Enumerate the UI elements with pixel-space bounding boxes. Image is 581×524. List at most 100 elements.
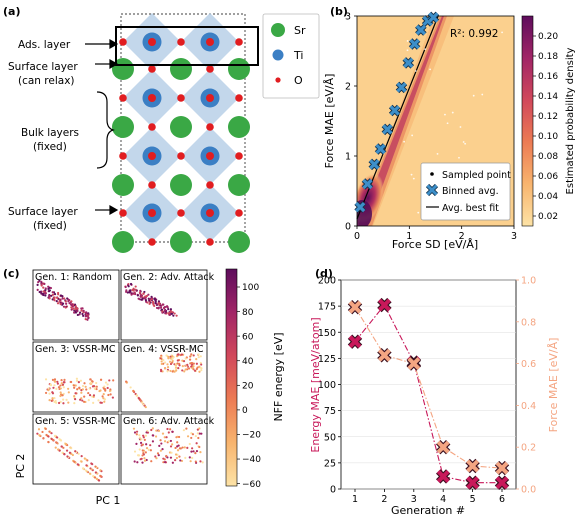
sr-atom <box>170 174 192 196</box>
pca-point <box>48 290 51 293</box>
pca-point <box>180 353 184 356</box>
pca-point <box>45 433 48 437</box>
pca-point <box>92 394 96 397</box>
pca-point <box>157 429 161 432</box>
pca-point <box>200 369 203 372</box>
pca-point <box>74 311 78 314</box>
sr-atom <box>170 116 192 138</box>
y-tick-label-right: 0.4 <box>521 401 536 412</box>
panel-a: (a) Ads. layer Surface layer (can relax)… <box>3 5 320 253</box>
sampled-point <box>414 70 417 72</box>
pca-point <box>48 392 51 395</box>
pca-point <box>136 294 139 297</box>
pca-point <box>184 456 187 459</box>
pca-point <box>59 394 62 398</box>
pca-point <box>44 378 48 381</box>
o-atom <box>148 65 156 73</box>
o-atom <box>206 209 214 217</box>
pca-point <box>73 401 76 405</box>
pca-point <box>95 477 98 480</box>
pca-point <box>69 380 72 384</box>
x-tick-label: 4 <box>440 494 446 505</box>
pca-point <box>161 448 164 451</box>
pca-point <box>179 459 182 462</box>
sr-atom <box>112 116 134 138</box>
ti-legend-marker <box>272 49 284 61</box>
pca-point <box>183 446 186 449</box>
pca-point <box>74 450 77 453</box>
pca-point <box>143 457 146 460</box>
plot-d-ylabel-right: Force MAE [eV/Å] <box>547 338 560 433</box>
pca-xlabel: PC 1 <box>96 494 121 507</box>
pca-point <box>161 310 164 313</box>
pca-point <box>200 432 203 435</box>
pca-point <box>155 306 159 310</box>
x-tick-label: 1 <box>406 231 412 242</box>
pca-point <box>127 285 130 288</box>
pca-point <box>74 392 77 395</box>
pca-point <box>36 288 39 291</box>
pca-point <box>140 457 143 460</box>
pca-point <box>83 395 86 398</box>
pca-point <box>102 397 105 400</box>
pca-point <box>176 441 179 444</box>
pca-point <box>174 365 178 368</box>
panel-c-label: (c) <box>3 267 20 280</box>
density-colorbar-label: Estimated probability density <box>565 47 576 194</box>
pca-point <box>61 297 64 300</box>
colorbar-tick-label: 0.10 <box>538 132 558 142</box>
pca-point <box>111 396 114 399</box>
pca-point <box>161 303 164 306</box>
y-tick-label: 3 <box>345 12 351 23</box>
pca-point <box>99 401 102 404</box>
pca-point <box>177 435 181 439</box>
pca-point <box>65 449 69 452</box>
o-atom <box>119 152 127 160</box>
pca-point <box>55 387 58 390</box>
pca-point <box>145 431 148 434</box>
x-tick-label: 3 <box>511 231 517 242</box>
pca-point <box>125 380 128 383</box>
pca-point <box>51 392 55 395</box>
o-atom <box>206 123 214 131</box>
pca-point <box>190 353 193 356</box>
pca-point <box>89 378 92 381</box>
o-atom <box>148 181 156 189</box>
pca-point <box>192 365 195 368</box>
pca-point <box>168 313 171 316</box>
density-colorbar <box>521 15 534 227</box>
pca-point <box>59 387 62 390</box>
series-marker <box>377 348 392 363</box>
sampled-point <box>464 142 467 145</box>
pca-ylabel: PC 2 <box>14 454 27 479</box>
ads-layer-highlight <box>115 26 259 66</box>
energy-colorbar-ticks: 100 80 60 40 20 0 −20 −40 −60 <box>237 283 261 490</box>
pca-point <box>60 301 63 304</box>
pca-point <box>129 386 132 389</box>
pca-point <box>49 286 53 290</box>
pca-point <box>51 399 54 402</box>
colorbar-tick-label: 0.18 <box>538 52 558 62</box>
pca-point <box>86 459 89 462</box>
binned-avg-point <box>361 178 374 190</box>
pca-point <box>59 384 62 387</box>
pca-point <box>56 296 59 299</box>
pca-point <box>171 355 174 358</box>
pca-point <box>181 365 184 368</box>
pca-subplot-title: Gen. 3: VSSR-MC <box>35 344 116 355</box>
sampled-point <box>462 141 465 143</box>
binned-avg-marker <box>425 183 439 197</box>
surface-fixed-label: Surface layer <box>8 206 78 218</box>
colorbar-tick-label: −60 <box>242 480 261 490</box>
pca-point <box>82 309 85 312</box>
binned-avg-point <box>368 158 381 171</box>
series-marker <box>494 475 510 490</box>
pca-point <box>150 295 153 298</box>
pca-point <box>43 282 46 285</box>
pca-point <box>198 365 201 368</box>
pca-point <box>52 386 55 389</box>
plot-d-gridlines <box>341 279 516 490</box>
pca-point <box>166 363 169 366</box>
colorbar-tick-label: 100 <box>242 283 259 293</box>
o-atom <box>206 94 214 102</box>
